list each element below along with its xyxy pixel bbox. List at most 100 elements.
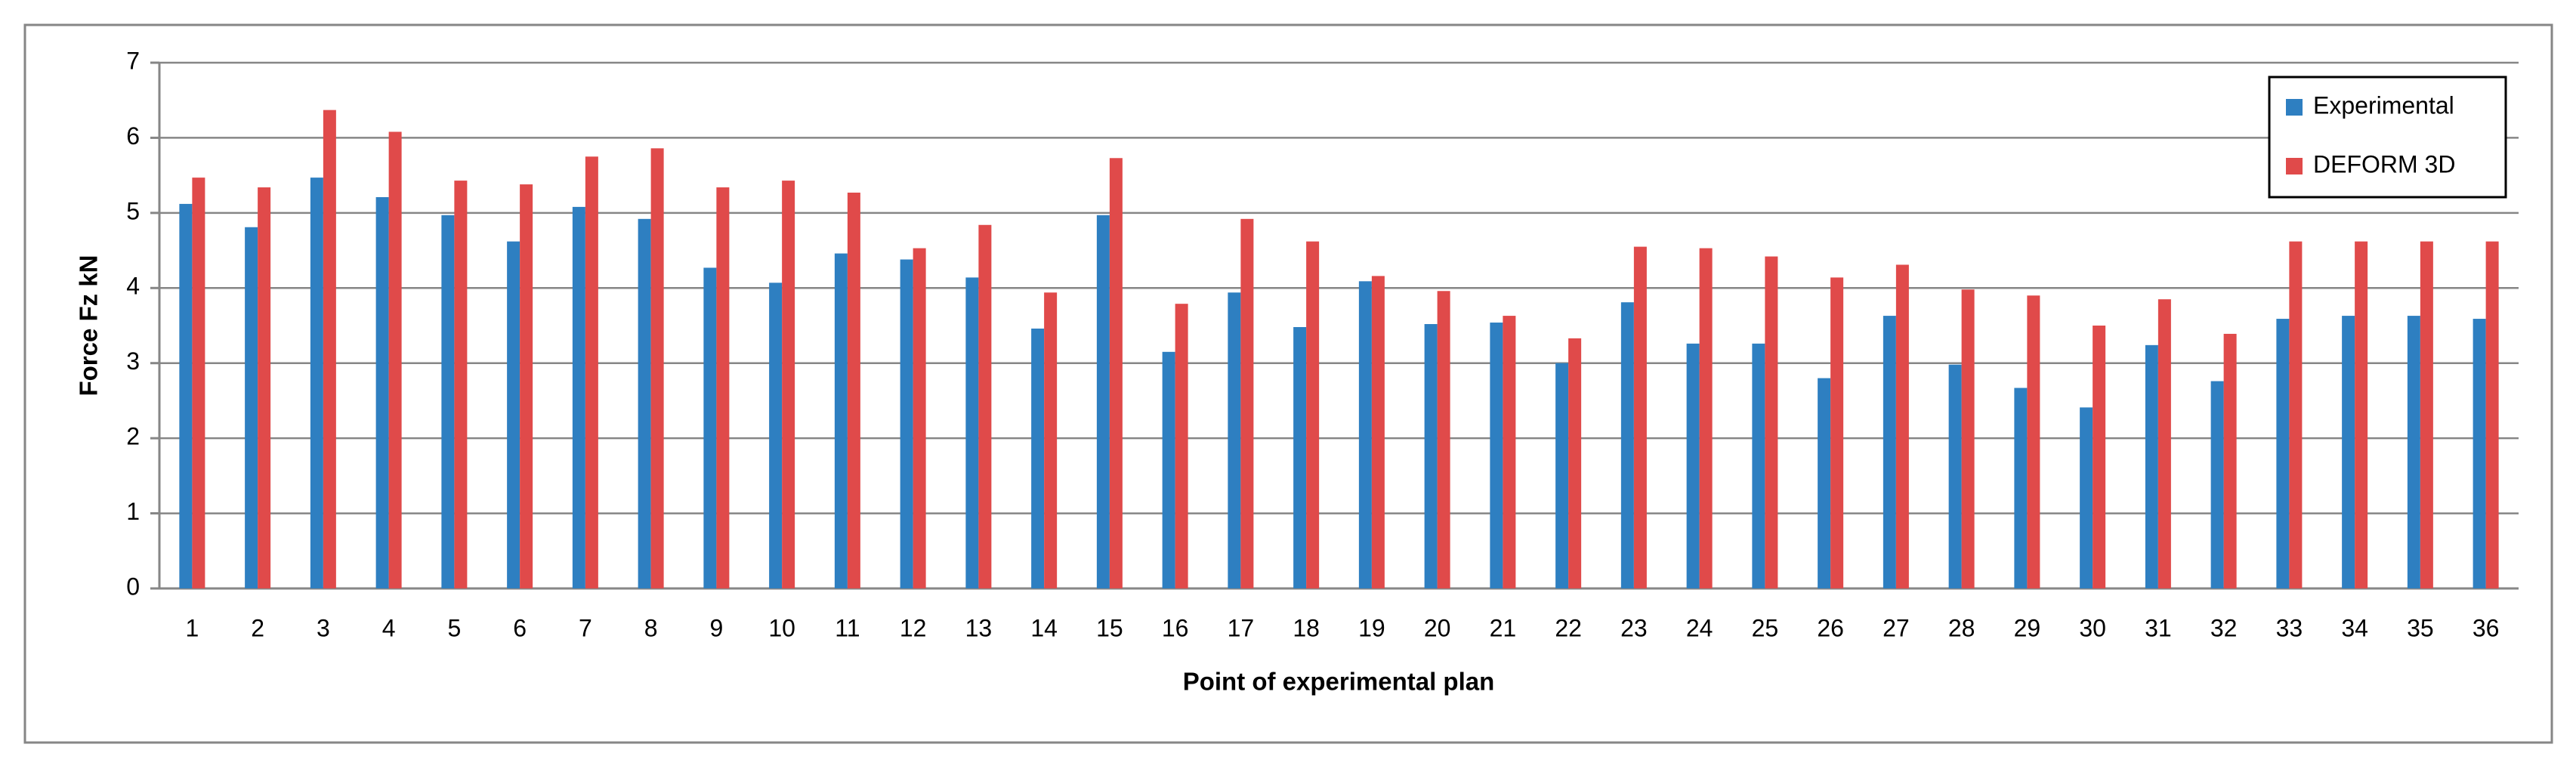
x-tick-label: 21 <box>1490 614 1517 641</box>
x-tick-label: 27 <box>1883 614 1910 641</box>
legend-swatch <box>2286 99 2303 116</box>
x-tick-label: 17 <box>1228 614 1255 641</box>
bar <box>638 218 651 588</box>
bar <box>2473 319 2486 588</box>
bar <box>1162 351 1175 588</box>
x-tick-label: 29 <box>2014 614 2041 641</box>
bar <box>520 184 533 588</box>
bar <box>2093 326 2106 588</box>
bar <box>1948 364 1962 588</box>
bar <box>1490 323 1503 588</box>
bar <box>965 277 979 588</box>
y-tick-label: 2 <box>126 423 140 450</box>
bar <box>2355 241 2368 588</box>
bar <box>2276 319 2290 588</box>
legend-label: Experimental <box>2313 91 2454 119</box>
bar <box>2157 299 2171 588</box>
x-tick-label: 6 <box>513 614 527 641</box>
bar <box>2342 316 2355 588</box>
bar <box>1240 218 1254 588</box>
bar <box>913 248 926 588</box>
x-tick-label: 1 <box>185 614 199 641</box>
bar <box>179 203 193 588</box>
bar <box>1568 338 1582 588</box>
bar <box>2145 344 2158 588</box>
bar <box>323 110 336 588</box>
bar <box>834 253 848 588</box>
x-tick-label: 18 <box>1293 614 1320 641</box>
bar <box>2014 388 2028 588</box>
y-tick-label: 3 <box>126 347 140 375</box>
x-tick-label: 35 <box>2407 614 2434 641</box>
bar <box>2027 295 2040 588</box>
y-tick-label: 4 <box>126 273 140 300</box>
x-tick-label: 12 <box>900 614 927 641</box>
x-tick-label: 32 <box>2210 614 2238 641</box>
bar <box>507 241 520 588</box>
bar <box>1752 343 1765 588</box>
x-tick-label: 25 <box>1752 614 1779 641</box>
x-tick-label: 3 <box>317 614 330 641</box>
x-tick-label: 5 <box>447 614 461 641</box>
bar <box>1175 304 1188 588</box>
bar <box>1358 281 1372 588</box>
x-tick-label: 28 <box>1948 614 1975 641</box>
bar <box>1895 264 1909 588</box>
x-tick-label: 33 <box>2276 614 2303 641</box>
y-tick-label: 6 <box>126 122 140 150</box>
x-tick-label: 8 <box>644 614 658 641</box>
bar <box>2407 316 2420 588</box>
x-tick-label: 2 <box>251 614 264 641</box>
y-tick-label: 0 <box>126 573 140 600</box>
bar <box>441 215 455 588</box>
bar <box>2223 333 2237 588</box>
bar <box>2289 241 2303 588</box>
x-tick-label: 7 <box>579 614 592 641</box>
bar <box>2080 407 2093 588</box>
y-axis-title: Force Fz kN <box>75 255 103 396</box>
y-tick-label: 7 <box>126 47 140 74</box>
x-tick-label: 30 <box>2079 614 2106 641</box>
bar <box>1633 246 1647 588</box>
legend-swatch <box>2286 158 2303 174</box>
bar <box>1818 378 1831 588</box>
bar <box>2485 241 2499 588</box>
legend-label: DEFORM 3D <box>2313 150 2455 178</box>
bar <box>847 193 860 589</box>
bar <box>1555 363 1569 588</box>
x-tick-label: 20 <box>1424 614 1451 641</box>
bar <box>650 148 664 588</box>
x-tick-label: 10 <box>768 614 795 641</box>
bar <box>192 178 205 588</box>
x-tick-label: 36 <box>2473 614 2500 641</box>
x-tick-label: 4 <box>382 614 396 641</box>
bar <box>258 187 271 589</box>
bar <box>782 181 795 589</box>
x-tick-label: 22 <box>1555 614 1582 641</box>
x-tick-label: 24 <box>1686 614 1713 641</box>
x-tick-label: 13 <box>965 614 993 641</box>
bar <box>1699 248 1713 588</box>
bar <box>1830 277 1844 588</box>
x-tick-label: 14 <box>1030 614 1058 641</box>
bar <box>1620 302 1634 588</box>
bar <box>1031 328 1045 588</box>
x-tick-label: 31 <box>2145 614 2172 641</box>
chart-border <box>23 23 2553 744</box>
x-tick-label: 34 <box>2341 614 2368 641</box>
bar <box>1686 343 1700 588</box>
bar <box>245 227 258 588</box>
bar <box>1371 276 1385 588</box>
bar <box>454 181 468 589</box>
bar <box>1228 292 1241 588</box>
x-tick-label: 23 <box>1620 614 1648 641</box>
bar <box>388 131 402 588</box>
bar <box>716 187 730 589</box>
x-tick-label: 19 <box>1358 614 1385 641</box>
x-tick-label: 9 <box>709 614 723 641</box>
bar <box>1044 292 1058 588</box>
bar <box>2210 381 2224 588</box>
bar <box>572 206 585 588</box>
